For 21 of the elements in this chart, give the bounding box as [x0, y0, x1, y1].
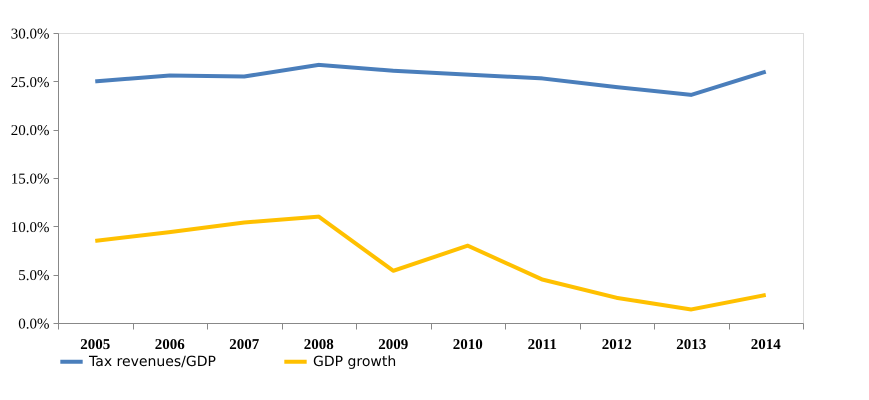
y-tick-label: 25.0%: [10, 74, 50, 91]
x-tick-label: 2007: [229, 337, 260, 353]
x-tick-label: 2009: [378, 337, 408, 353]
y-tick-label: 10.0%: [10, 220, 50, 236]
legend-label: Tax revenues/GDP: [88, 354, 216, 370]
line-series: [93, 62, 768, 97]
line-series: [93, 214, 768, 312]
x-tick-label: 2005: [80, 337, 110, 353]
x-tick-label: 2013: [676, 337, 706, 353]
y-tick-label: 0.0%: [18, 316, 50, 332]
y-tick-label: 20.0%: [10, 123, 50, 140]
legend-label: GDP growth: [313, 354, 396, 370]
y-tick-label: 5.0%: [18, 268, 50, 284]
y-tick-label: 15.0%: [10, 172, 50, 188]
x-tick-label: 2012: [602, 337, 632, 353]
x-tick-label: 2010: [452, 337, 483, 353]
y-tick-label: 30.0%: [10, 26, 50, 42]
x-tick-label: 2008: [304, 337, 334, 353]
x-tick-label: 2014: [750, 337, 782, 353]
x-tick-label: 2006: [154, 337, 186, 353]
x-tick-label: 2011: [528, 337, 557, 353]
